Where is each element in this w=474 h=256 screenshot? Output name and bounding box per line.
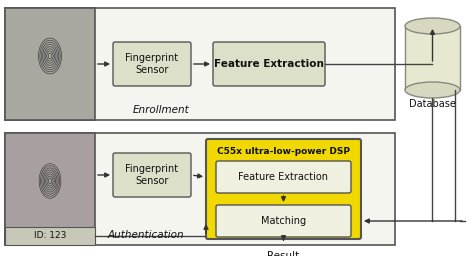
FancyBboxPatch shape xyxy=(216,205,351,237)
Bar xyxy=(5,133,95,245)
FancyBboxPatch shape xyxy=(213,42,325,86)
Text: Fingerprint
Sensor: Fingerprint Sensor xyxy=(126,53,179,75)
Text: Feature Extraction: Feature Extraction xyxy=(214,59,324,69)
Bar xyxy=(5,133,395,245)
FancyBboxPatch shape xyxy=(113,153,191,197)
Text: Database: Database xyxy=(409,99,456,109)
Bar xyxy=(405,26,460,90)
Text: Enrollment: Enrollment xyxy=(133,105,190,115)
Text: Fingerprint
Sensor: Fingerprint Sensor xyxy=(126,164,179,186)
FancyBboxPatch shape xyxy=(206,139,361,239)
Text: C55x ultra-low-power DSP: C55x ultra-low-power DSP xyxy=(217,146,350,155)
Bar xyxy=(5,8,95,120)
Ellipse shape xyxy=(405,82,460,98)
Bar xyxy=(5,227,95,245)
Text: Feature Extraction: Feature Extraction xyxy=(238,172,328,182)
Text: Authentication: Authentication xyxy=(108,230,185,240)
FancyBboxPatch shape xyxy=(113,42,191,86)
Text: Result: Result xyxy=(267,251,300,256)
Text: ID: 123: ID: 123 xyxy=(34,231,66,240)
Text: Matching: Matching xyxy=(261,216,306,226)
FancyBboxPatch shape xyxy=(216,161,351,193)
Ellipse shape xyxy=(405,18,460,34)
Bar xyxy=(5,8,395,120)
